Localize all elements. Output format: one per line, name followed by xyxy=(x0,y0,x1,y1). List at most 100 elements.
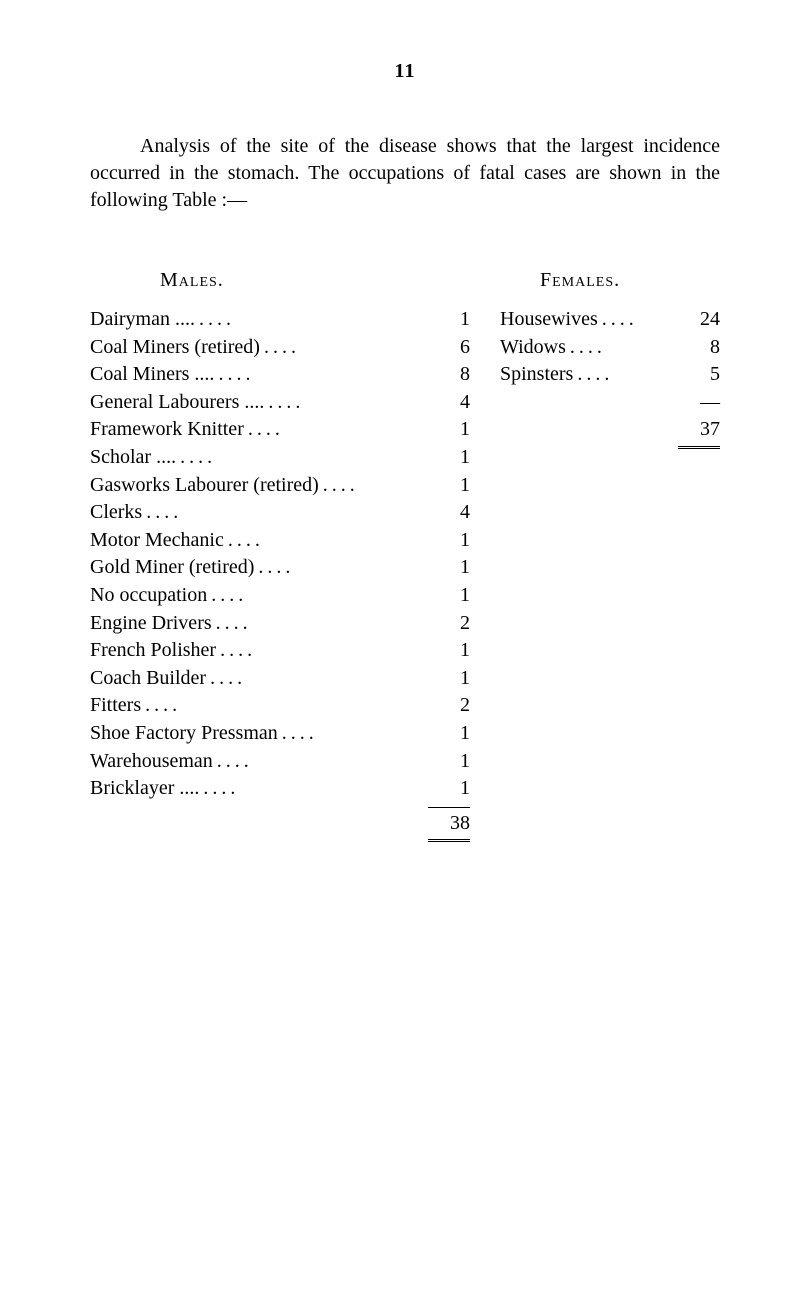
occupation-count: 2 xyxy=(440,610,470,638)
table-row: French Polisher....1 xyxy=(90,637,470,665)
occupation-count: 1 xyxy=(440,306,470,334)
occupation-label: Clerks xyxy=(90,499,142,527)
occupation-count: 4 xyxy=(440,499,470,527)
females-total: 37 xyxy=(682,416,720,444)
occupation-count: 6 xyxy=(440,334,470,362)
occupation-label: French Polisher xyxy=(90,637,216,665)
table-row: Coach Builder....1 xyxy=(90,665,470,693)
table-row: Housewives....24 xyxy=(500,306,720,334)
table-row: Motor Mechanic....1 xyxy=(90,527,470,555)
leader-dots: .... xyxy=(319,472,440,500)
leader-dots: .... xyxy=(216,637,440,665)
leader-dots: .... xyxy=(254,554,440,582)
occupation-label: Fitters xyxy=(90,692,141,720)
leader-dots: .... xyxy=(212,610,440,638)
table-row: Warehouseman....1 xyxy=(90,748,470,776)
table-row: Widows....8 xyxy=(500,334,720,362)
leader-dots: .... xyxy=(207,582,440,610)
intro-paragraph: Analysis of the site of the disease show… xyxy=(90,133,720,214)
leader-dots: .... xyxy=(195,306,440,334)
occupation-count: 1 xyxy=(440,416,470,444)
occupation-count: 2 xyxy=(440,692,470,720)
females-column: Females. Housewives....24Widows....8Spin… xyxy=(500,269,720,842)
table-row: No occupation....1 xyxy=(90,582,470,610)
females-total-row: 37 xyxy=(500,416,720,444)
males-total-row: 38 xyxy=(90,810,470,838)
occupation-count: 1 xyxy=(440,775,470,803)
occupation-count: 1 xyxy=(440,720,470,748)
table-row: Framework Knitter....1 xyxy=(90,416,470,444)
females-dash: — xyxy=(682,389,720,417)
table-row: Spinsters....5 xyxy=(500,361,720,389)
occupation-count: 4 xyxy=(440,389,470,417)
table-row: Scholar ........1 xyxy=(90,444,470,472)
males-rule xyxy=(428,807,470,808)
occupation-count: 8 xyxy=(682,334,720,362)
occupation-count: 1 xyxy=(440,444,470,472)
occupation-count: 5 xyxy=(682,361,720,389)
occupation-count: 1 xyxy=(440,637,470,665)
leader-dots: .... xyxy=(264,389,440,417)
table-row: Gasworks Labourer (retired)....1 xyxy=(90,472,470,500)
occupation-label: Warehouseman xyxy=(90,748,213,776)
leader-dots: .... xyxy=(176,444,440,472)
table-row: Engine Drivers....2 xyxy=(90,610,470,638)
occupation-label: Engine Drivers xyxy=(90,610,212,638)
table-row: Coal Miners (retired)....6 xyxy=(90,334,470,362)
occupation-count: 1 xyxy=(440,748,470,776)
table-row: Bricklayer ........1 xyxy=(90,775,470,803)
occupation-columns: Males. Dairyman ........1Coal Miners (re… xyxy=(90,269,720,842)
occupation-count: 1 xyxy=(440,472,470,500)
occupation-label: Spinsters xyxy=(500,361,573,389)
occupation-label: Coal Miners (retired) xyxy=(90,334,260,362)
occupation-count: 8 xyxy=(440,361,470,389)
table-row: Shoe Factory Pressman....1 xyxy=(90,720,470,748)
table-row: Gold Miner (retired)....1 xyxy=(90,554,470,582)
occupation-label: Scholar .... xyxy=(90,444,176,472)
occupation-count: 1 xyxy=(440,582,470,610)
occupation-label: Framework Knitter xyxy=(90,416,244,444)
table-row: Clerks....4 xyxy=(90,499,470,527)
occupation-count: 1 xyxy=(440,554,470,582)
leader-dots: .... xyxy=(199,775,440,803)
leader-dots: .... xyxy=(260,334,440,362)
females-header: Females. xyxy=(500,269,720,292)
occupation-label: Widows xyxy=(500,334,566,362)
leader-dots: .... xyxy=(142,499,440,527)
leader-dots: .... xyxy=(224,527,440,555)
occupation-label: Motor Mechanic xyxy=(90,527,224,555)
table-row: Coal Miners ........8 xyxy=(90,361,470,389)
occupation-label: Dairyman .... xyxy=(90,306,195,334)
leader-dots: .... xyxy=(206,665,440,693)
leader-dots: .... xyxy=(141,692,440,720)
occupation-count: 1 xyxy=(440,527,470,555)
males-column: Males. Dairyman ........1Coal Miners (re… xyxy=(90,269,470,842)
leader-dots: .... xyxy=(244,416,440,444)
table-row: Fitters....2 xyxy=(90,692,470,720)
occupation-label: Coach Builder xyxy=(90,665,206,693)
males-header: Males. xyxy=(90,269,470,292)
occupation-label: Housewives xyxy=(500,306,598,334)
occupation-label: Coal Miners .... xyxy=(90,361,214,389)
leader-dots: .... xyxy=(566,334,682,362)
leader-dots: .... xyxy=(278,720,440,748)
leader-dots: .... xyxy=(598,306,682,334)
occupation-label: Gasworks Labourer (retired) xyxy=(90,472,319,500)
occupation-label: Gold Miner (retired) xyxy=(90,554,254,582)
males-total: 38 xyxy=(432,810,470,838)
occupation-label: No occupation xyxy=(90,582,207,610)
occupation-label: General Labourers .... xyxy=(90,389,264,417)
leader-dots: .... xyxy=(573,361,682,389)
occupation-count: 1 xyxy=(440,665,470,693)
females-double-rule xyxy=(678,446,720,449)
leader-dots: .... xyxy=(213,748,440,776)
page-number: 11 xyxy=(90,60,720,83)
females-dash-row: — xyxy=(500,389,720,417)
occupation-count: 24 xyxy=(682,306,720,334)
males-double-rule xyxy=(428,839,470,842)
occupation-label: Bricklayer .... xyxy=(90,775,199,803)
table-row: General Labourers ........4 xyxy=(90,389,470,417)
leader-dots: .... xyxy=(214,361,440,389)
occupation-label: Shoe Factory Pressman xyxy=(90,720,278,748)
table-row: Dairyman ........1 xyxy=(90,306,470,334)
